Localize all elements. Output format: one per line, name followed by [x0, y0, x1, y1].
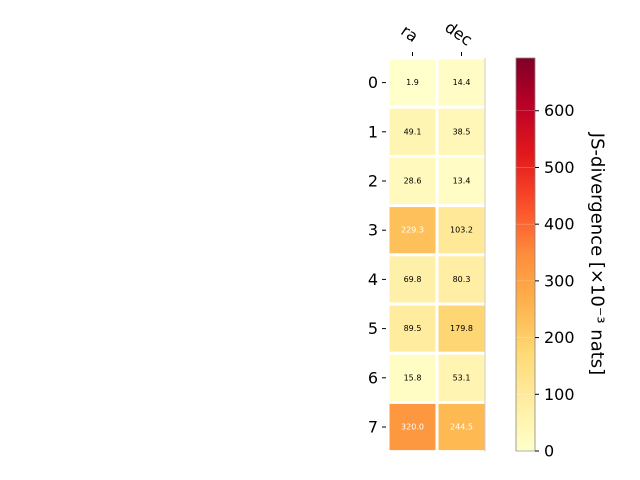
- heatmap-cell-dec-5: [438, 305, 485, 352]
- cell-label-dec-3: 103.2: [450, 226, 473, 235]
- column-label-ra: ra: [397, 21, 421, 46]
- heatmap-cell-ra-0: [389, 59, 436, 106]
- heatmap-cell-ra-7: [389, 403, 436, 451]
- heatmap-cell-ra-5: [389, 305, 436, 352]
- colorbar-tick-label-0: 0: [544, 442, 554, 461]
- cell-label-dec-5: 179.8: [450, 324, 473, 333]
- heatmap-cell-ra-4: [389, 256, 436, 303]
- column-ticks: ra dec: [397, 17, 476, 56]
- cell-label-ra-2: 28.6: [404, 177, 422, 186]
- cell-label-ra-5: 89.5: [404, 324, 422, 333]
- cell-label-dec-0: 14.4: [453, 78, 471, 87]
- cell-label-ra-1: 49.1: [404, 127, 422, 136]
- colorbar-tick-label-600: 600: [544, 101, 575, 120]
- heatmap-cell-dec-6: [438, 354, 485, 401]
- row-label-2: 2: [368, 172, 378, 191]
- row-label-1: 1: [368, 122, 378, 141]
- cell-label-dec-7: 244.5: [450, 423, 473, 432]
- row-label-0: 0: [368, 73, 378, 92]
- row-label-4: 4: [368, 270, 378, 289]
- row-label-5: 5: [368, 319, 378, 338]
- heatmap-cell-ra-1: [389, 108, 436, 155]
- heatmap-cell-dec-7: [438, 403, 485, 451]
- cell-label-dec-1: 38.5: [453, 127, 471, 136]
- heatmap-cell-dec-1: [438, 108, 485, 155]
- row-label-6: 6: [368, 368, 378, 387]
- cell-label-ra-0: 1.9: [406, 78, 419, 87]
- colorbar-tick-label-500: 500: [544, 158, 575, 177]
- heatmap-cells: 1.9 14.4 49.1 38.5 28.6 13.4 229.3 103.2 69.8 80.…: [389, 58, 486, 452]
- cell-label-ra-6: 15.8: [404, 373, 422, 382]
- colorbar-tick-label-100: 100: [544, 385, 575, 404]
- heatmap-cell-dec-2: [438, 157, 485, 205]
- colorbar: 0 100 200 300 400 500 600: [515, 57, 575, 461]
- cell-label-ra-7: 320.0: [401, 423, 424, 432]
- column-label-dec: dec: [441, 17, 475, 49]
- row-ticks: 0 1 2 3 4 5 6 7: [368, 73, 386, 437]
- colorbar-label: JS-divergence [×10⁻³ nats]: [587, 132, 608, 375]
- colorbar-tick-label-300: 300: [544, 271, 575, 290]
- heatmap-cell-ra-6: [389, 354, 436, 401]
- heatmap-cell-ra-2: [389, 157, 436, 205]
- colorbar-gradient: [515, 57, 536, 452]
- cell-label-dec-6: 53.1: [453, 373, 471, 382]
- colorbar-tick-label-200: 200: [544, 328, 575, 347]
- heatmap-cell-dec-4: [438, 256, 485, 303]
- cell-label-ra-3: 229.3: [401, 226, 424, 235]
- heatmap-cell-dec-0: [438, 59, 485, 106]
- row-label-3: 3: [368, 221, 378, 240]
- heatmap-cell-dec-3: [438, 207, 485, 254]
- colorbar-tick-label-400: 400: [544, 215, 575, 234]
- row-label-7: 7: [368, 418, 378, 437]
- heatmap-cell-ra-3: [389, 207, 436, 254]
- cell-label-dec-2: 13.4: [453, 177, 471, 186]
- cell-label-dec-4: 80.3: [453, 275, 471, 284]
- cell-label-ra-4: 69.8: [404, 275, 422, 284]
